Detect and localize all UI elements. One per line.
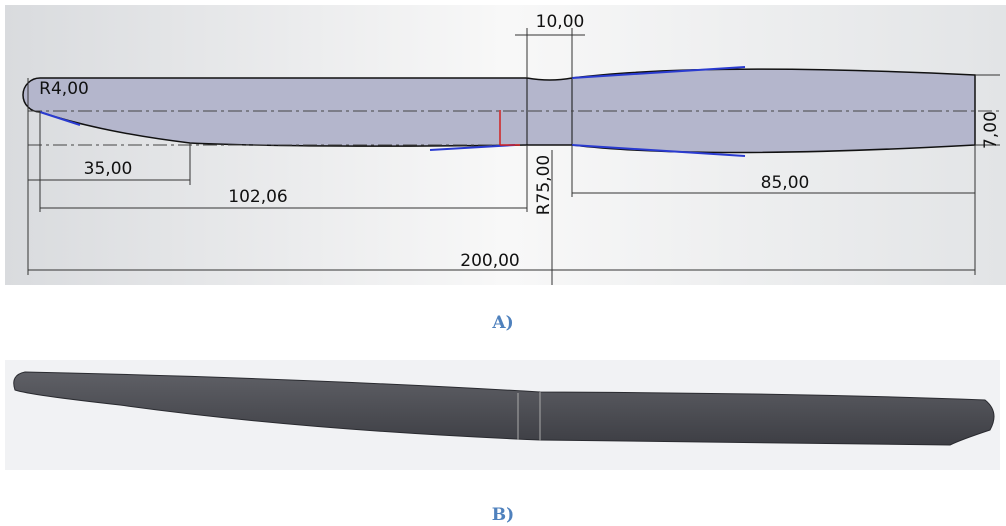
caption: A) <box>491 313 513 333</box>
dimension: R75,00 <box>534 155 554 215</box>
caption: B) <box>492 505 514 525</box>
origin <box>499 110 520 146</box>
dimension: 102,06 <box>228 187 287 207</box>
dimension: 7,00 <box>981 111 1001 149</box>
dimension: 35,00 <box>84 159 133 179</box>
dimension-lines <box>27 28 1000 285</box>
dimension: 200,00 <box>460 251 519 271</box>
dimension: 85,00 <box>761 173 810 193</box>
dimension: R4,00 <box>39 79 89 99</box>
blade-render <box>13 371 995 446</box>
panel-a: 10,00 R4,00 35,00 102,06 R75,00 85,00 20… <box>5 5 1006 333</box>
dimension: 10,00 <box>536 12 585 32</box>
panel-b: B) <box>5 360 1000 525</box>
relations <box>39 66 746 157</box>
